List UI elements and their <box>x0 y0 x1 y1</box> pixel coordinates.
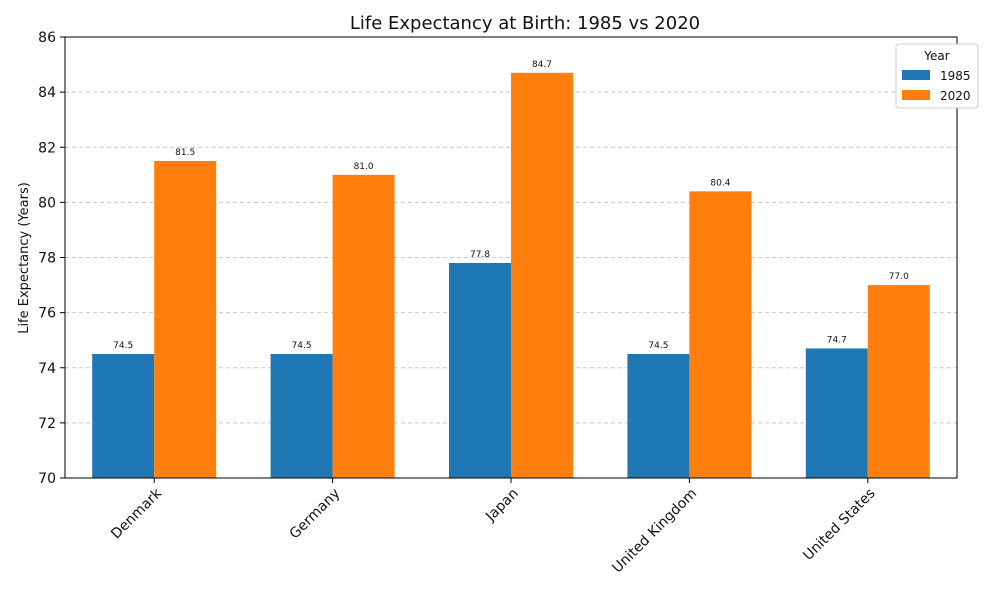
legend-label-1985: 1985 <box>940 69 971 83</box>
legend: Year 1985 2020 <box>895 43 979 109</box>
y-tick-label: 72 <box>38 416 56 432</box>
x-tick-label: Denmark <box>108 485 165 542</box>
y-axis: 70 72 74 76 78 80 82 84 86 <box>38 30 65 487</box>
bar-1985-germany <box>270 353 333 478</box>
y-tick-label: 86 <box>38 30 56 46</box>
x-tick-label: Germany <box>287 486 344 543</box>
data-label: 80.4 <box>710 178 730 188</box>
bar-2020-japan <box>511 72 573 479</box>
y-tick-label: 78 <box>38 251 56 267</box>
bar-1985-united-kingdom <box>627 353 690 478</box>
y-tick-label: 76 <box>38 306 56 322</box>
x-axis: Denmark Germany Japan United Kingdom United … <box>108 478 879 577</box>
y-axis-label: Life Expectancy (Years) <box>17 182 32 334</box>
x-tick-label: Japan <box>482 486 522 526</box>
legend-title: Year <box>923 49 949 63</box>
bar-2020-united-kingdom <box>689 191 752 478</box>
bar-2020-germany <box>332 174 395 478</box>
legend-label-2020: 2020 <box>940 89 971 103</box>
bar-2020-united-states <box>867 285 930 478</box>
bars <box>92 72 930 479</box>
legend-swatch-1985 <box>902 70 930 80</box>
legend-items: 1985 2020 <box>902 69 971 103</box>
legend-swatch-2020 <box>902 90 930 100</box>
bar-1985-united-states <box>805 348 868 478</box>
y-tick-label: 70 <box>38 471 56 487</box>
bar-1985-denmark <box>92 353 155 478</box>
data-label: 74.7 <box>827 335 847 345</box>
chart-title: Life Expectancy at Birth: 1985 vs 2020 <box>350 13 700 34</box>
y-tick-label: 80 <box>38 195 56 211</box>
data-label: 77.0 <box>889 272 909 282</box>
data-label: 84.7 <box>532 60 552 70</box>
y-tick-label: 84 <box>38 85 56 101</box>
bar-2020-denmark <box>154 161 217 478</box>
y-tick-label: 82 <box>38 140 56 156</box>
y-tick-label: 74 <box>38 361 56 377</box>
data-label: 81.0 <box>354 162 374 172</box>
x-tick-label: United States <box>800 486 878 564</box>
x-tick-label: United Kingdom <box>609 486 700 577</box>
data-label: 77.8 <box>470 250 490 260</box>
data-label: 74.5 <box>292 341 312 351</box>
data-label: 74.5 <box>648 341 668 351</box>
data-labels: 74.5 81.5 74.5 81.0 77.8 84.7 74.5 80.4 74.7 77.0 <box>113 60 909 351</box>
data-label: 81.5 <box>175 148 195 158</box>
data-label: 74.5 <box>113 341 133 351</box>
bar-1985-japan <box>449 263 511 478</box>
